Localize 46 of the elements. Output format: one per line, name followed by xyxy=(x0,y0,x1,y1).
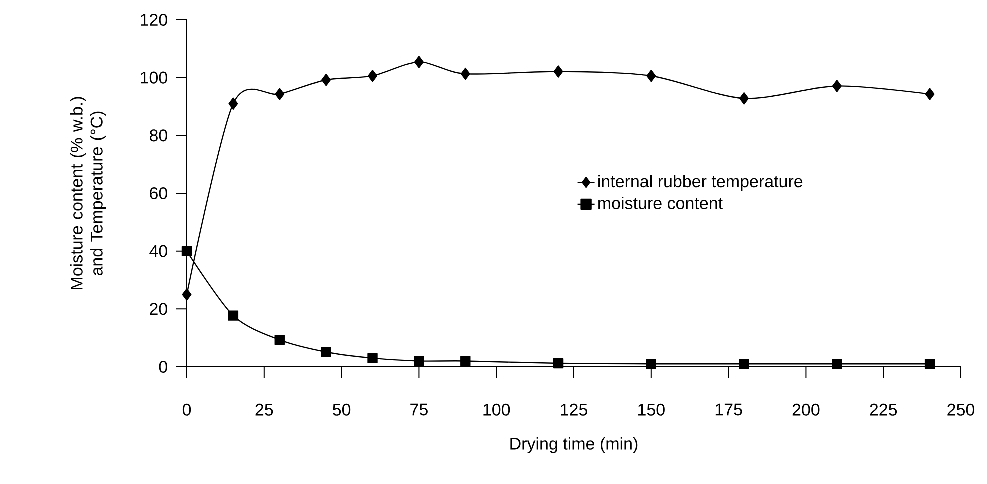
y-tick-label: 20 xyxy=(150,303,168,316)
x-tick-label: 0 xyxy=(182,404,192,416)
point xyxy=(182,288,192,301)
y-tick-label: 80 xyxy=(150,130,168,142)
y-tick-label: 60 xyxy=(150,187,168,200)
y-tick-label: 0 xyxy=(159,360,168,374)
point xyxy=(322,74,332,86)
point xyxy=(553,358,564,369)
x-tick-label: 175 xyxy=(716,404,742,416)
point xyxy=(646,359,657,370)
point xyxy=(554,66,564,78)
point xyxy=(182,246,192,256)
x-tick-label: 250 xyxy=(948,404,975,416)
point xyxy=(368,70,378,82)
point xyxy=(321,347,332,358)
point xyxy=(275,88,285,100)
x-tick-label: 225 xyxy=(870,404,898,416)
y-tick-label: 100 xyxy=(141,72,168,84)
point xyxy=(739,359,750,370)
point xyxy=(740,92,750,105)
x-tick-label: 75 xyxy=(410,404,428,416)
x-axis-title: Drying time (min) xyxy=(510,437,638,454)
point xyxy=(228,98,238,110)
point xyxy=(924,359,936,370)
point xyxy=(925,88,935,100)
point xyxy=(460,68,470,80)
y-tick-label: 120 xyxy=(141,14,168,26)
y-axis-title: Moisture content (% w.b.) and Temperature (°C) xyxy=(70,97,106,290)
point xyxy=(646,70,656,82)
legend-label: moisture content xyxy=(598,196,723,210)
point xyxy=(832,359,842,370)
x-tick-label: 200 xyxy=(792,404,820,416)
x-tick-label: 150 xyxy=(638,404,665,416)
point xyxy=(414,56,424,68)
x-tick-label: 50 xyxy=(333,404,351,416)
y-tick-label: 40 xyxy=(150,245,168,258)
point xyxy=(414,356,424,366)
x-tick-label: 25 xyxy=(256,404,274,416)
point xyxy=(460,356,471,366)
legend-label: internal rubber temperature xyxy=(598,175,803,191)
point xyxy=(274,335,285,346)
x-tick-label: 125 xyxy=(561,404,588,416)
point xyxy=(832,80,842,92)
point xyxy=(368,353,378,364)
x-tick-label: 100 xyxy=(484,404,510,416)
point xyxy=(228,310,239,321)
